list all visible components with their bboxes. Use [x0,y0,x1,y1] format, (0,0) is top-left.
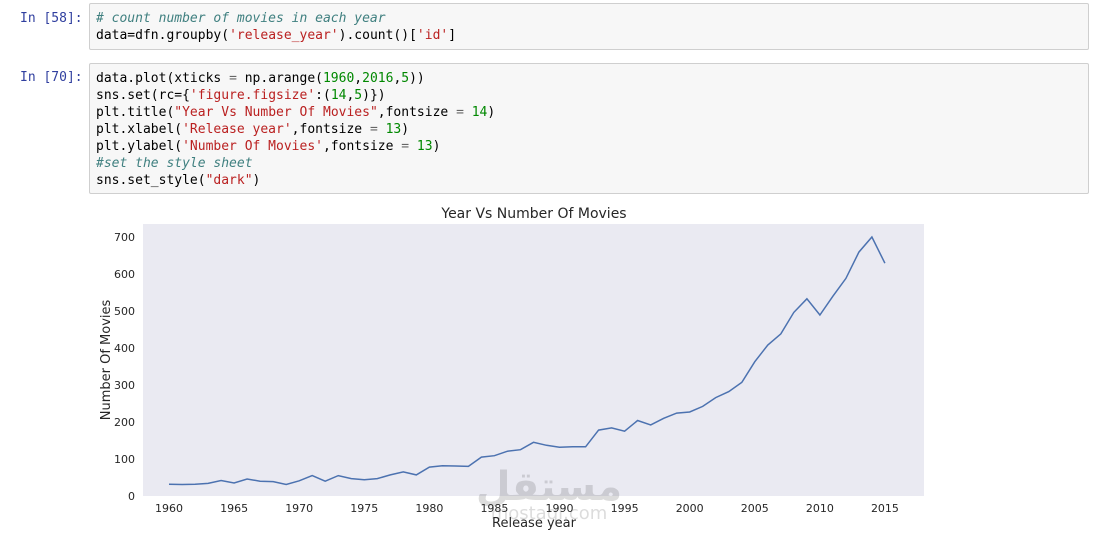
code-token: )}) [362,88,386,103]
watermark-site: mostaql.com [491,503,608,524]
x-tick-label: 1975 [350,502,378,515]
code-token: = [456,105,464,120]
code-line: plt.xlabel('Release year',fontsize = 13) [96,121,1088,138]
code-token [409,139,417,154]
code-token: data=dfn.groupby( [96,28,230,43]
x-tick-label: 1970 [285,502,313,515]
plot-area [143,224,924,496]
code-token: 13 [416,139,433,154]
code-token: 5 [354,88,363,103]
x-tick-label: 2015 [871,502,899,515]
code-line: # count number of movies in each year [96,10,1088,27]
code-token: sns.set_style( [96,173,206,188]
y-tick-label: 400 [114,342,135,355]
code-token: ) [252,173,261,188]
code-token: , [354,71,363,86]
code-token [464,105,472,120]
code-token: # count number of movies in each year [96,11,386,26]
code-token: )) [409,71,425,86]
code-token: 1960 [322,71,355,86]
code-token: 5 [401,71,410,86]
cell-prompt: In [70]: [20,70,83,85]
y-tick-label: 500 [114,305,135,318]
x-axis-label: Release year [492,516,577,531]
code-token: = [401,139,410,154]
code-line: plt.ylabel('Number Of Movies',fontsize =… [96,138,1088,155]
x-tick-label: 1980 [415,502,443,515]
code-input[interactable]: # count number of movies in each year dat… [89,3,1089,50]
x-axis: 1960 1965 1970 1975 1980 1985 1990 1995 2000 2005… [155,502,899,515]
code-token: 14 [471,105,488,120]
code-token: np.arange( [236,71,323,86]
code-token: 14 [330,88,347,103]
y-tick-label: 0 [128,490,135,503]
code-token: ).count()[ [338,28,417,43]
code-token: ] [448,28,457,43]
code-token: plt.title( [96,105,175,120]
code-token: , [393,71,402,86]
x-tick-label: 1965 [220,502,248,515]
x-tick-label: 2005 [741,502,769,515]
output-chart: Year Vs Number Of Movies 0 100 200 300 400 50… [99,206,924,531]
code-line: sns.set_style("dark") [96,172,1088,189]
y-tick-label: 100 [114,453,135,466]
code-line: #set the style sheet [96,155,1088,172]
code-input[interactable]: data.plot(xticks = np.arange(1960,2016,5… [89,63,1089,194]
cell-prompt: In [58]: [20,11,83,26]
x-tick-label: 2000 [676,502,704,515]
code-token: ,fontsize [322,139,402,154]
code-token: ) [487,105,496,120]
y-tick-label: 200 [114,416,135,429]
code-line: sns.set(rc={'figure.figsize':(14,5)}) [96,87,1088,104]
code-token: #set the style sheet [96,156,253,171]
code-line: plt.title("Year Vs Number Of Movies",fon… [96,104,1088,121]
x-tick-label: 1960 [155,502,183,515]
code-token: 'figure.figsize' [189,88,316,103]
y-axis: 0 100 200 300 400 500 600 700 [114,231,135,503]
code-token: = [229,71,237,86]
x-tick-label: 1990 [546,502,574,515]
series-line [168,235,886,486]
x-tick-label: 1995 [611,502,639,515]
x-tick-label: 1985 [480,502,508,515]
code-token: 13 [385,122,402,137]
code-token: "dark" [205,173,253,188]
code-token: sns.set(rc={ [96,88,190,103]
code-token: = [369,122,378,137]
code-token: "Year Vs Number Of Movies" [174,105,378,120]
watermark-brand: مستقل [476,464,622,510]
chart-title: Year Vs Number Of Movies [440,206,626,222]
code-token: plt.xlabel( [96,122,183,137]
y-tick-label: 700 [114,231,135,244]
code-token: ) [432,139,441,154]
code-token: :( [315,88,331,103]
y-tick-label: 600 [114,268,135,281]
code-line: data.plot(xticks = np.arange(1960,2016,5… [96,70,1088,87]
code-token: 'id' [416,28,449,43]
code-token: ) [401,122,410,137]
x-tick-label: 2010 [806,502,834,515]
code-token [378,122,386,137]
y-axis-label: Number Of Movies [99,300,114,421]
code-token: plt.ylabel( [96,139,183,154]
code-token: 'Number Of Movies' [182,139,323,154]
code-token: , [346,88,355,103]
code-token: 'Release year' [182,122,292,137]
code-token: data.plot(xticks [96,71,230,86]
code-token: 'release_year' [229,28,339,43]
code-token: ,fontsize [377,105,457,120]
code-token: ,fontsize [291,122,370,137]
code-line: data=dfn.groupby('release_year').count()… [96,27,1088,44]
code-token: 2016 [362,71,394,86]
watermark: مستقل mostaql.com [476,464,622,524]
y-tick-label: 300 [114,379,135,392]
